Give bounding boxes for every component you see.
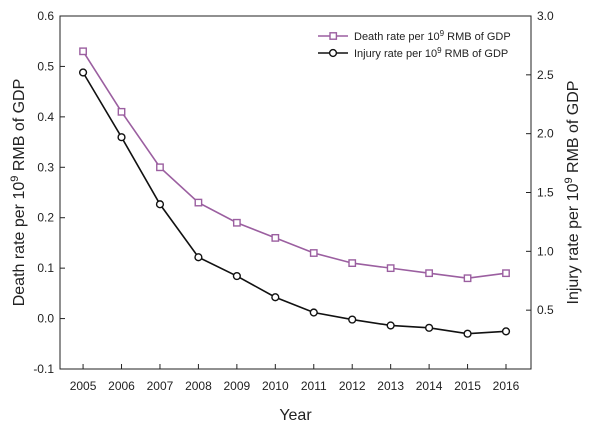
data-point-series-1 bbox=[502, 269, 510, 278]
data-point-series-2 bbox=[155, 200, 165, 209]
right-tick-label: 1.5 bbox=[537, 186, 554, 200]
data-point-series-2 bbox=[425, 323, 434, 332]
x-tick-label: 2007 bbox=[147, 379, 174, 393]
x-tick-label: 2014 bbox=[416, 379, 443, 393]
x-tick-label: 2008 bbox=[185, 379, 212, 393]
data-point-series-1 bbox=[79, 47, 87, 56]
plot-frame bbox=[59, 15, 532, 370]
data-point-series-1 bbox=[232, 218, 241, 227]
left-tick-label: 0.5 bbox=[37, 59, 54, 73]
data-point-series-2 bbox=[501, 327, 511, 336]
right-tick-label: 3.0 bbox=[537, 9, 554, 23]
data-point-series-2 bbox=[232, 271, 241, 281]
data-point-series-1 bbox=[271, 233, 280, 242]
data-point-series-2 bbox=[463, 329, 472, 338]
left-tick-label: -0.1 bbox=[33, 362, 54, 376]
left-y-axis-title: Death rate per 109 RMB of GDP bbox=[9, 79, 28, 307]
x-tick-label: 2005 bbox=[70, 379, 97, 393]
left-tick-label: 0.6 bbox=[37, 9, 54, 23]
data-point-series-2 bbox=[194, 253, 203, 262]
data-point-series-2 bbox=[386, 321, 395, 330]
data-point-series-1 bbox=[463, 274, 472, 283]
x-tick-label: 2009 bbox=[224, 379, 251, 393]
left-tick-label: 0.1 bbox=[37, 261, 54, 275]
left-tick-label: 0.2 bbox=[37, 211, 54, 225]
right-y-axis-title: Injury rate per 109 RMB of GDP bbox=[563, 81, 582, 305]
x-tick-label: 2016 bbox=[493, 379, 520, 393]
left-tick-label: 0.4 bbox=[37, 110, 54, 124]
legend-label-2: Injury rate per 109 RMB of GDP bbox=[354, 46, 508, 61]
series-line-1 bbox=[82, 50, 507, 280]
data-point-series-1 bbox=[386, 264, 395, 273]
data-point-series-1 bbox=[156, 163, 164, 172]
x-tick-label: 2013 bbox=[377, 379, 404, 393]
data-point-series-1 bbox=[117, 107, 126, 116]
data-point-series-2 bbox=[117, 133, 126, 142]
legend-marker-2 bbox=[328, 48, 338, 58]
x-tick-label: 2006 bbox=[108, 379, 135, 393]
x-tick-label: 2012 bbox=[339, 379, 366, 393]
left-tick-label: 0.0 bbox=[37, 312, 54, 326]
legend-marker-1 bbox=[329, 32, 338, 40]
data-point-series-2 bbox=[348, 315, 357, 324]
x-tick-label: 2015 bbox=[454, 379, 481, 393]
x-tick-label: 2010 bbox=[262, 379, 289, 393]
data-point-series-1 bbox=[194, 198, 203, 207]
data-point-series-1 bbox=[425, 269, 434, 278]
data-point-series-2 bbox=[271, 293, 280, 302]
data-point-series-1 bbox=[309, 249, 318, 257]
data-point-series-1 bbox=[348, 259, 357, 267]
x-axis-title: Year bbox=[279, 407, 312, 424]
right-tick-label: 2.5 bbox=[537, 68, 554, 82]
right-tick-label: 0.5 bbox=[537, 303, 554, 317]
right-tick-label: 1.0 bbox=[537, 244, 554, 258]
left-tick-label: 0.3 bbox=[37, 160, 54, 174]
right-tick-label: 2.0 bbox=[537, 127, 554, 141]
legend-label-1: Death rate per 109 RMB of GDP bbox=[354, 29, 511, 44]
data-point-series-2 bbox=[309, 308, 318, 317]
data-point-series-2 bbox=[78, 68, 88, 77]
x-tick-label: 2011 bbox=[301, 379, 327, 393]
series-line-2 bbox=[82, 72, 507, 335]
